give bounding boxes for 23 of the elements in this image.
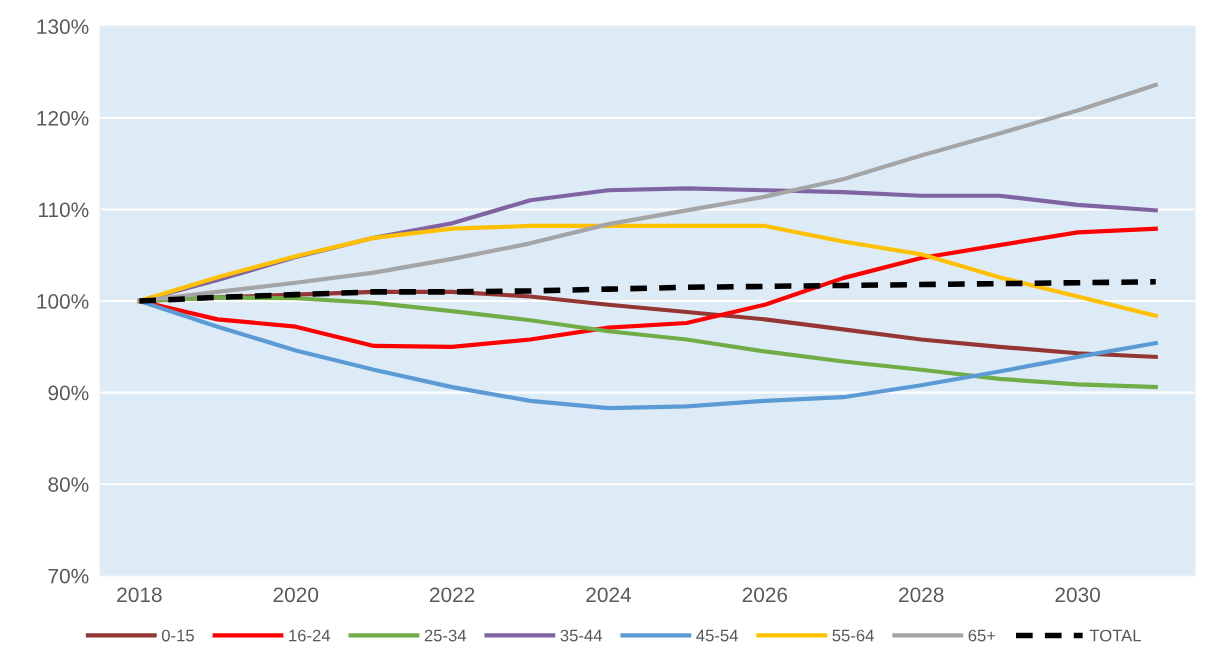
legend-label: 0-15	[161, 629, 194, 642]
legend-label: 25-34	[424, 629, 467, 642]
y-tick-label: 70%	[48, 568, 89, 584]
x-tick-label: 2028	[899, 587, 944, 603]
x-tick-label: 2030	[1055, 587, 1100, 603]
y-tick-label: 120%	[37, 110, 89, 126]
y-tick-label: 130%	[37, 19, 89, 35]
y-tick-label: 100%	[37, 294, 89, 309]
legend-label: 55-64	[832, 629, 874, 642]
y-tick-label: 90%	[48, 385, 89, 401]
x-tick-label: 2022	[429, 587, 475, 603]
legend-label: 65+	[968, 629, 996, 642]
legend-label: TOTAL	[1089, 629, 1141, 642]
legend-label: 45-54	[696, 629, 738, 642]
x-tick-label: 2026	[742, 587, 788, 603]
y-tick-label: 80%	[48, 477, 89, 492]
legend-label: 35-44	[560, 629, 603, 642]
x-tick-label: 2020	[273, 587, 319, 603]
x-tick-label: 2018	[117, 587, 162, 603]
line-series	[137, 82, 1158, 304]
y-tick-label: 110%	[39, 202, 89, 218]
legend-label: 16-24	[289, 629, 331, 642]
x-tick-label: 2024	[586, 587, 632, 603]
